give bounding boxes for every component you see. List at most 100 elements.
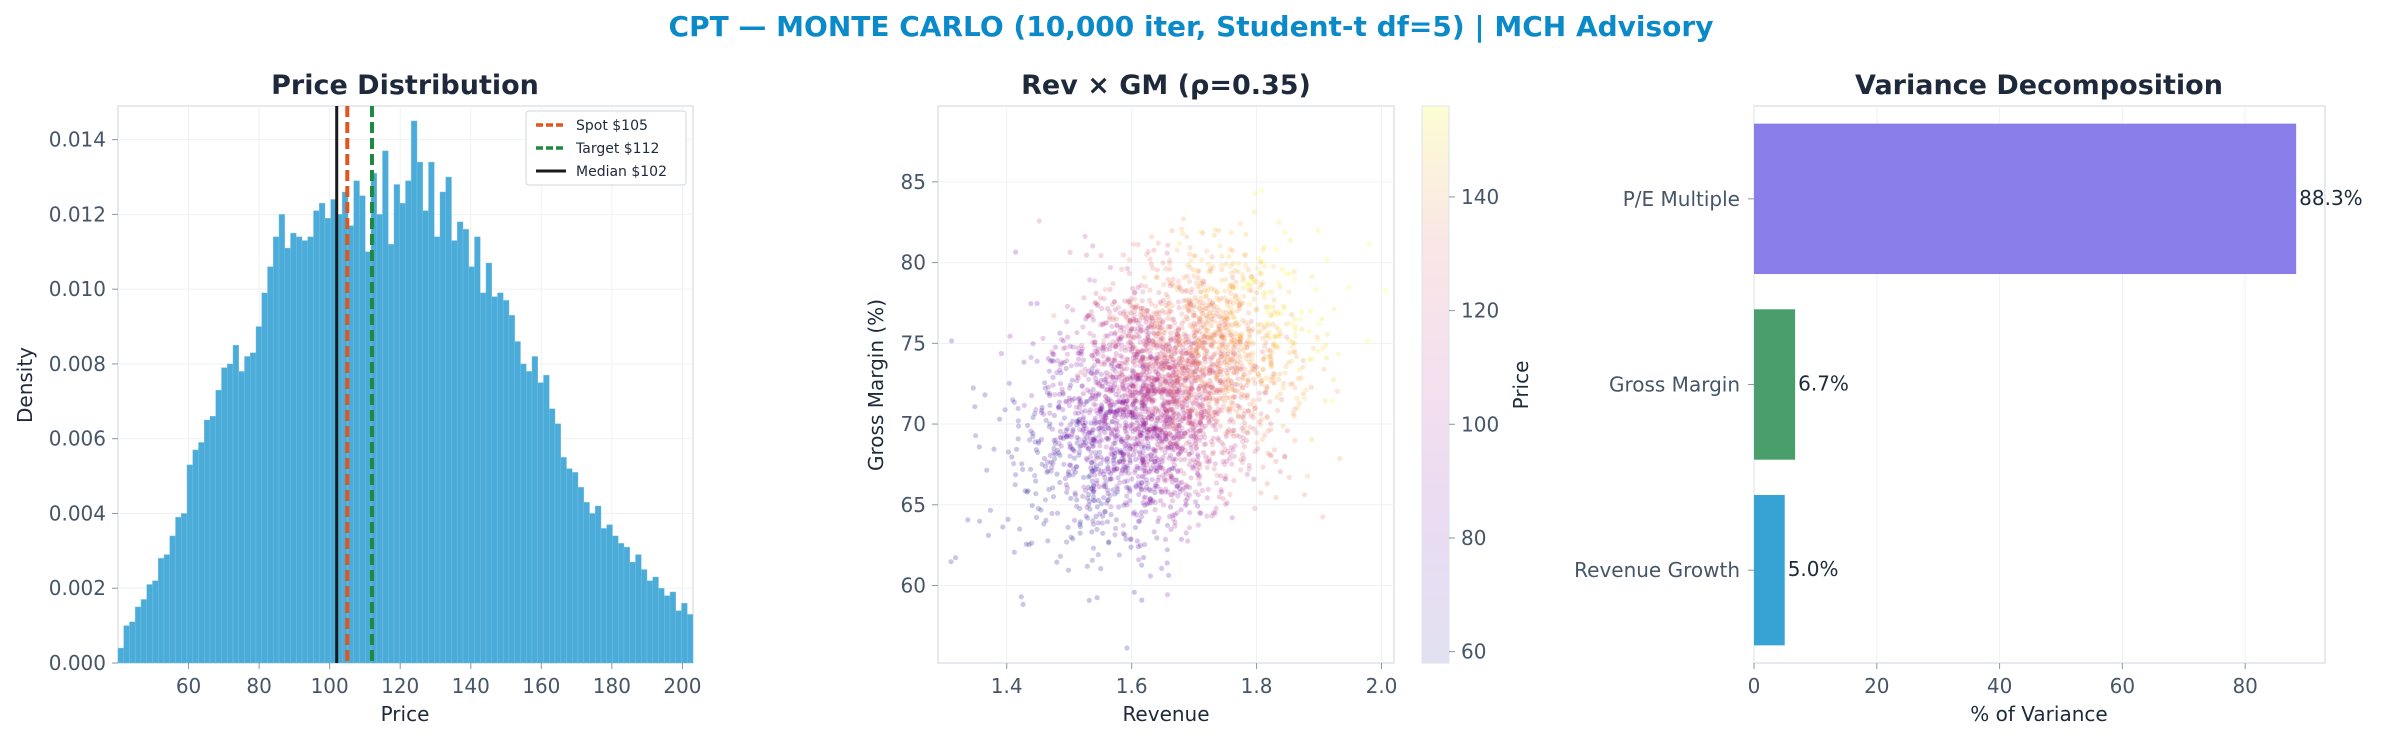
scatter-point — [1241, 344, 1247, 350]
scatter-point — [1189, 368, 1195, 374]
scatter-point — [1235, 261, 1242, 267]
scatter-point — [1295, 405, 1301, 411]
scatter-point — [1148, 381, 1154, 387]
scatter-point — [1161, 478, 1168, 484]
scatter-point — [1260, 464, 1266, 470]
scatter-point — [1209, 384, 1215, 390]
scatter-point — [1168, 441, 1174, 447]
scatter-point — [1137, 339, 1143, 345]
scatter-point — [1067, 441, 1073, 447]
scatter-point — [1160, 260, 1166, 266]
hist-bar — [462, 229, 469, 664]
scatter-point — [1194, 412, 1200, 418]
scatter-point — [1183, 336, 1189, 342]
scatter-point — [1265, 450, 1271, 456]
scatter-point — [1132, 470, 1138, 476]
hist-bar — [209, 416, 216, 664]
scatter-point — [1228, 230, 1234, 236]
scatter-point — [1088, 465, 1094, 471]
scatter-point — [1171, 395, 1177, 401]
scatter-point — [1202, 408, 1208, 414]
scatter-point — [1012, 482, 1018, 488]
scatter-point — [1110, 317, 1116, 323]
scatter-point — [1109, 451, 1116, 457]
scatter-point — [1271, 371, 1277, 377]
scatter-point — [1215, 377, 1221, 383]
scatter-point — [1152, 448, 1158, 454]
scatter-point — [1156, 374, 1162, 381]
scatter-point — [1237, 221, 1243, 227]
scatter-point — [1063, 482, 1069, 488]
scatter-point — [1146, 468, 1152, 474]
scatter-point — [1125, 434, 1131, 440]
scatter-point — [1101, 419, 1107, 425]
scatter-point — [1236, 303, 1242, 309]
scatter-point — [1228, 445, 1234, 451]
scatter-point — [1205, 382, 1211, 388]
scatter-point — [1230, 284, 1236, 290]
scatter-point — [1202, 387, 1208, 393]
scatter-point — [1143, 319, 1149, 325]
scatter-point — [1117, 480, 1123, 486]
scatter-point — [1090, 443, 1097, 449]
scatter-point — [1142, 312, 1148, 318]
scatter-point — [1198, 229, 1204, 235]
scatter-point — [1045, 459, 1051, 465]
scatter-point — [1065, 471, 1071, 477]
scatter-point — [1167, 378, 1173, 384]
scatter-point — [1169, 447, 1175, 453]
scatter-point — [1231, 387, 1237, 393]
scatter-point — [1197, 420, 1203, 426]
scatter-point — [1186, 451, 1192, 457]
variance-x-tick-label: 40 — [1987, 674, 2012, 698]
legend-box — [525, 110, 687, 186]
scatter-point — [1235, 269, 1241, 275]
scatter-point — [1128, 328, 1134, 334]
scatter-point — [1146, 365, 1152, 371]
scatter-point — [1220, 315, 1226, 321]
scatter-point — [1075, 396, 1082, 402]
scatter-point — [1151, 425, 1157, 431]
scatter-point — [1168, 308, 1174, 314]
scatter-point — [1178, 536, 1184, 542]
price-distribution-panel: 60 80 100 120 140 160 180 200 0.0000.0020.0040.… — [13, 70, 702, 726]
scatter-point — [1228, 339, 1234, 345]
scatter-point — [1234, 381, 1240, 387]
scatter-point — [1162, 310, 1168, 316]
scatter-point — [1296, 367, 1302, 373]
scatter-point — [1093, 513, 1099, 520]
scatter-point — [1118, 438, 1124, 444]
scatter-point — [1036, 218, 1042, 224]
scatter-point — [1124, 398, 1131, 404]
scatter-point — [1114, 385, 1120, 391]
scatter-point — [1255, 255, 1261, 261]
scatter-point — [1163, 360, 1169, 366]
hist-x-tick-label: 100 — [311, 674, 349, 698]
scatter-point — [1219, 381, 1225, 387]
scatter-point — [1146, 397, 1153, 403]
scatter-point — [1143, 342, 1149, 348]
scatter-point — [1248, 288, 1255, 294]
scatter-point — [1097, 449, 1103, 455]
scatter-point — [1185, 377, 1191, 383]
scatter-point — [1154, 274, 1160, 280]
scatter-point — [1163, 436, 1169, 442]
scatter-point — [1238, 367, 1244, 373]
scatter-point — [1072, 410, 1078, 416]
scatter-point — [1148, 499, 1154, 506]
scatter-point — [1112, 453, 1118, 460]
scatter-point — [1124, 423, 1130, 429]
scatter-point — [1170, 363, 1176, 370]
scatter-point — [1153, 483, 1159, 489]
scatter-point — [1188, 345, 1194, 351]
scatter-point — [1170, 422, 1176, 428]
scatter-point — [1173, 456, 1179, 462]
scatter-point — [1145, 387, 1151, 393]
scatter-point — [1145, 458, 1151, 464]
scatter-point — [1186, 388, 1192, 394]
scatter-point — [1087, 498, 1093, 504]
scatter-point — [1137, 433, 1143, 439]
scatter-point — [1058, 443, 1064, 449]
scatter-point — [1210, 361, 1216, 367]
scatter-point — [1138, 542, 1144, 548]
